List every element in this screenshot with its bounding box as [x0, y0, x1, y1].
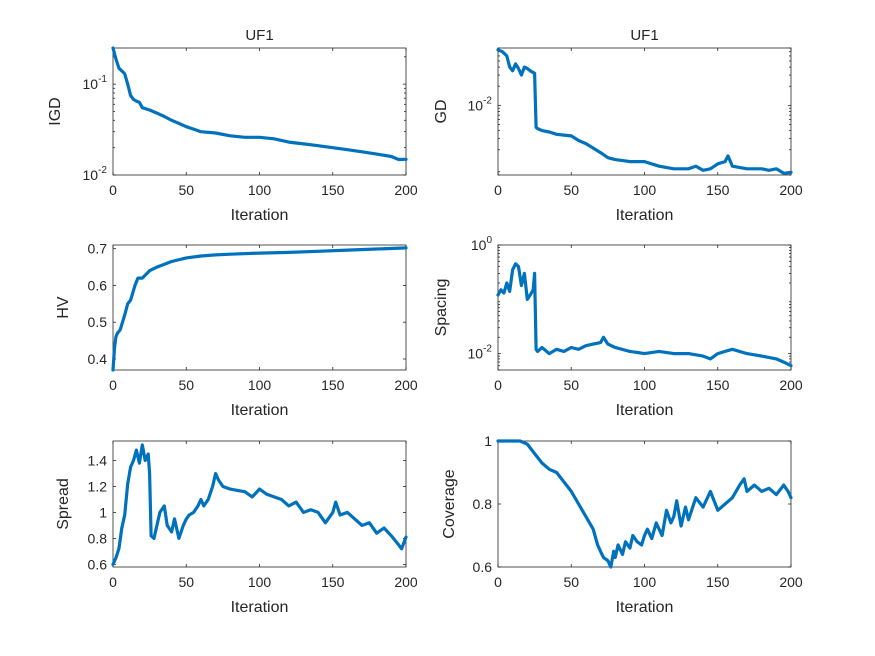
chart-igd: 0 50 100 150 200 10-1 10-2 UF1 Iteration IGD	[47, 27, 418, 224]
spread-xtick-label: 100	[248, 574, 272, 590]
spacing-ytick-label: 100	[471, 235, 493, 253]
chart-hv: 0 50 100 150 200 0.4 0.5 0.6 0.7 Iteration HV	[55, 241, 418, 419]
igd-ytick-label: 10-1	[83, 74, 108, 92]
igd-xlabel: Iteration	[231, 207, 289, 224]
spread-ytick-label: 0.6	[88, 556, 108, 572]
hv-ytick-label: 0.7	[88, 241, 108, 257]
coverage-xlabel: Iteration	[616, 599, 674, 616]
hv-xtick-label: 50	[178, 377, 194, 393]
spacing-ylabel: Spacing	[433, 279, 450, 337]
gd-xtick-label: 100	[633, 182, 657, 198]
igd-ytick-label: 10-2	[83, 165, 108, 183]
spread-ytick-label: 1	[99, 504, 107, 520]
igd-series-line	[111, 46, 408, 162]
spread-xlabel: Iteration	[231, 599, 289, 616]
igd-xtick-label: 150	[321, 182, 345, 198]
gd-title: UF1	[630, 27, 658, 44]
hv-xlabel: Iteration	[231, 402, 289, 419]
igd-xtick-label: 200	[394, 182, 418, 198]
spacing-xtick-label: 0	[494, 377, 502, 393]
coverage-ytick-label: 0.6	[473, 559, 493, 575]
spread-xtick-label: 50	[178, 574, 194, 590]
coverage-xtick-label: 150	[706, 574, 730, 590]
gd-xtick-label: 150	[706, 182, 730, 198]
spread-xtick-label: 150	[321, 574, 345, 590]
spacing-xlabel: Iteration	[616, 402, 674, 419]
spread-xtick-label: 0	[109, 574, 117, 590]
spread-ytick-label: 1.2	[88, 478, 108, 494]
igd-xtick-label: 0	[109, 182, 117, 198]
hv-ylabel: HV	[55, 296, 72, 319]
spacing-xtick-label: 200	[779, 377, 803, 393]
hv-xtick-label: 0	[109, 377, 117, 393]
igd-xtick-label: 50	[178, 182, 194, 198]
spread-axes-box	[112, 440, 407, 568]
spread-series-line	[111, 443, 408, 567]
coverage-ytick-label: 1	[484, 433, 492, 449]
spread-ytick-label: 1.4	[88, 452, 108, 468]
spread-ytick-label: 0.8	[88, 530, 108, 546]
gd-xlabel: Iteration	[616, 207, 674, 224]
chart-spread: 0 50 100 150 200 0.6 0.8 1 1.2 1.4 Iteration Spread	[55, 440, 418, 616]
coverage-xtick-label: 200	[779, 574, 803, 590]
igd-ylabel: IGD	[47, 97, 64, 125]
hv-ytick-label: 0.6	[88, 277, 108, 293]
chart-coverage: 0 50 100 150 200 0.6 0.8 1 Iteration Coverage	[441, 433, 803, 616]
gd-ytick-label: 10-2	[468, 95, 493, 113]
spacing-xtick-label: 100	[633, 377, 657, 393]
spacing-series-line	[496, 262, 793, 368]
hv-ytick-label: 0.4	[88, 351, 108, 367]
gd-xtick-label: 200	[779, 182, 803, 198]
gd-xtick-label: 0	[494, 182, 502, 198]
coverage-ylabel: Coverage	[441, 469, 458, 538]
chart-spacing: 0 50 100 150 200 100 10-2 Iteration Spacing	[433, 235, 803, 419]
gd-ylabel: GD	[433, 100, 450, 124]
coverage-xtick-label: 100	[633, 574, 657, 590]
hv-series-line	[111, 246, 408, 372]
spread-xtick-label: 200	[394, 574, 418, 590]
coverage-ytick-label: 0.8	[473, 496, 493, 512]
spread-ylabel: Spread	[55, 478, 72, 530]
coverage-xtick-label: 0	[494, 574, 502, 590]
gd-series-line	[496, 48, 793, 175]
spacing-axes-box	[497, 244, 792, 371]
spacing-xtick-label: 150	[706, 377, 730, 393]
igd-title: UF1	[245, 27, 273, 44]
gd-xtick-label: 50	[563, 182, 579, 198]
igd-xtick-label: 100	[248, 182, 272, 198]
hv-xtick-label: 200	[394, 377, 418, 393]
spacing-ytick-label: 10-2	[468, 344, 493, 362]
spacing-xtick-label: 50	[563, 377, 579, 393]
coverage-series-line	[496, 439, 793, 569]
coverage-axes-box	[497, 440, 792, 568]
hv-ytick-label: 0.5	[88, 314, 108, 330]
hv-xtick-label: 100	[248, 377, 272, 393]
hv-axes-box	[112, 244, 407, 371]
coverage-xtick-label: 50	[563, 574, 579, 590]
hv-xtick-label: 150	[321, 377, 345, 393]
gd-axes-box	[497, 47, 792, 176]
chart-gd: 0 50 100 150 200 10-2 UF1 Iteration GD	[433, 27, 803, 224]
